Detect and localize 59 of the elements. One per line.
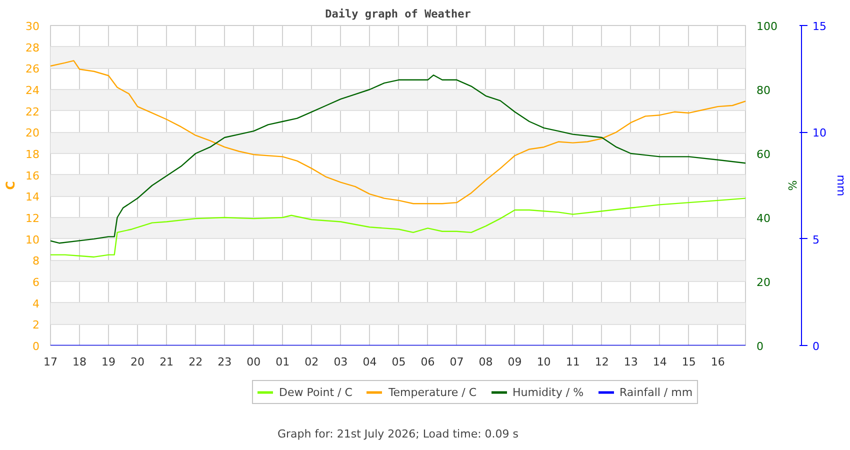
y2-axis-title: % xyxy=(785,180,798,191)
y-tick-label: 22 xyxy=(26,105,40,118)
y-tick-label: 2 xyxy=(32,318,40,332)
legend-label: Dew Point / C xyxy=(279,385,352,399)
x-tick-label: 02 xyxy=(304,356,319,368)
y-tick-label: 30 xyxy=(26,20,40,33)
x-tick-label: 15 xyxy=(682,356,696,368)
legend-label: Humidity / % xyxy=(512,385,584,399)
x-tick-label: 09 xyxy=(508,356,522,368)
y-tick-label: 26 xyxy=(26,62,40,76)
x-tick-label: 17 xyxy=(44,356,58,368)
x-tick-label: 14 xyxy=(652,356,667,368)
y2-tick-label: 60 xyxy=(756,148,770,161)
y-tick-label: 4 xyxy=(32,297,40,310)
x-tick-label: 08 xyxy=(478,356,493,368)
x-tick-label: 20 xyxy=(130,356,145,368)
legend-label: Rainfall / mm xyxy=(620,385,693,399)
y-tick-label: 8 xyxy=(32,254,40,268)
y-tick-label: 16 xyxy=(26,169,40,182)
y2-tick-label: 40 xyxy=(756,212,770,225)
y-tick-label: 18 xyxy=(26,148,40,161)
y-tick-label: 24 xyxy=(26,84,40,97)
x-tick-label: 03 xyxy=(334,356,348,368)
x-tick-label: 19 xyxy=(102,356,116,368)
y-tick-label: 12 xyxy=(26,212,40,225)
chart-title: Daily graph of Weather xyxy=(325,8,472,20)
x-tick-label: 07 xyxy=(450,356,464,368)
x-tick-label: 18 xyxy=(72,356,87,368)
y-tick-label: 20 xyxy=(26,126,40,140)
y3-tick-label: 15 xyxy=(812,20,826,33)
y3-tick-label: 5 xyxy=(812,233,820,246)
y2-tick-label: 0 xyxy=(756,340,764,353)
text: Graph for: 21st July 2026; Load time: 0.09 s xyxy=(277,428,519,440)
x-tick-label: 11 xyxy=(566,356,580,368)
y3-tick-label: 0 xyxy=(812,340,820,353)
y-tick-label: 6 xyxy=(32,276,40,289)
x-tick-label: 12 xyxy=(594,356,609,368)
x-tick-label: 01 xyxy=(276,356,290,368)
x-tick-label: 23 xyxy=(218,356,232,368)
x-tick-label: 22 xyxy=(188,356,203,368)
y3-axis-title: mm xyxy=(834,174,848,196)
x-tick-label: 16 xyxy=(710,356,725,368)
x-tick-label: 05 xyxy=(392,356,406,368)
x-tick-label: 06 xyxy=(420,356,435,368)
x-tick-label: 21 xyxy=(160,356,174,368)
y-tick-label: 0 xyxy=(32,340,40,353)
x-tick-label: 13 xyxy=(624,356,638,368)
y-axis-title: C xyxy=(4,180,18,190)
y-tick-label: 28 xyxy=(26,41,40,54)
y-tick-label: 10 xyxy=(26,233,40,246)
x-tick-label: 10 xyxy=(536,356,551,368)
y2-tick-label: 20 xyxy=(756,276,770,289)
legend-label: Temperature / C xyxy=(388,385,476,399)
y2-tick-label: 100 xyxy=(756,20,778,33)
y2-tick-label: 80 xyxy=(756,84,770,97)
y3-tick-label: 10 xyxy=(812,126,826,140)
x-tick-label: 00 xyxy=(246,356,261,368)
y-tick-label: 14 xyxy=(26,190,40,204)
x-tick-label: 04 xyxy=(362,356,377,368)
